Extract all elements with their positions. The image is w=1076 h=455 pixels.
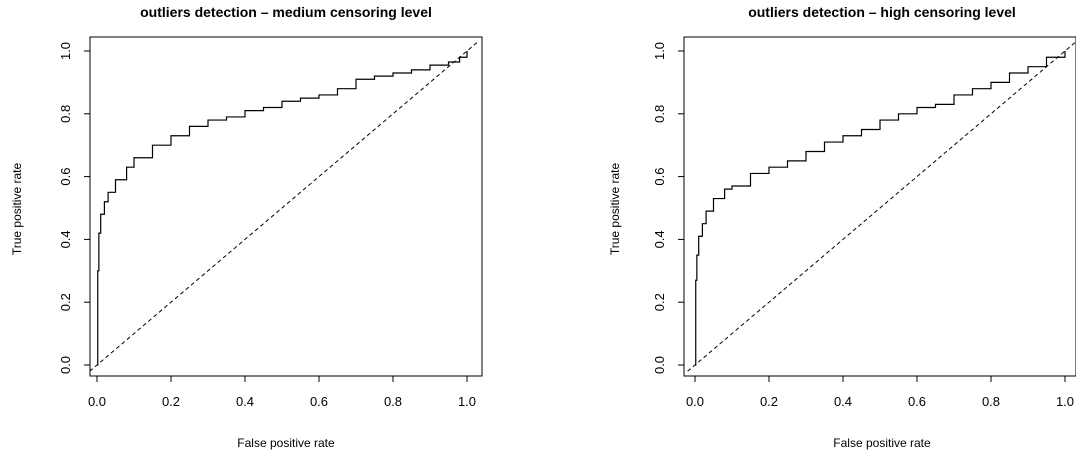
diagonal-reference-line (89, 41, 479, 372)
roc-panel-medium-censoring: outliers detection – medium censoring le… (10, 4, 483, 450)
x-tick-label: 0.2 (760, 394, 778, 409)
plot-marks (89, 41, 479, 372)
roc-curve (695, 51, 1066, 366)
x-tick-label: 0.8 (384, 394, 402, 409)
x-tick-label: 0.0 (686, 394, 704, 409)
y-tick-label: 0.6 (652, 168, 667, 186)
roc-curve (97, 51, 468, 366)
x-tick-label: 0.0 (88, 394, 106, 409)
x-tick-label: 1.0 (1056, 394, 1074, 409)
y-tick-label: 0.6 (58, 168, 73, 186)
y-tick-label: 1.0 (58, 42, 73, 60)
y-tick-label: 0.0 (652, 356, 667, 374)
y-tick-label: 0.8 (652, 105, 667, 123)
y-tick-label: 0.4 (58, 230, 73, 248)
x-tick-label: 0.4 (834, 394, 852, 409)
y-axis-label: True positive rate (608, 163, 622, 256)
x-tick-label: 0.6 (310, 394, 328, 409)
x-axis-label: False positive rate (833, 436, 931, 450)
chart-title: outliers detection – medium censoring le… (140, 4, 432, 20)
plot-box (89, 36, 483, 377)
x-tick-label: 0.8 (982, 394, 1000, 409)
x-axis-label: False positive rate (237, 436, 335, 450)
x-tick-label: 0.4 (236, 394, 254, 409)
chart-title: outliers detection – high censoring leve… (748, 4, 1016, 20)
y-tick-label: 0.8 (58, 105, 73, 123)
plot-box (683, 36, 1076, 377)
axis-ticks: 0.0 0.2 0.4 0.6 0.8 1.0 0.0 0.2 0.4 0.6 0.8 1.0 (652, 42, 1074, 409)
y-tick-label: 0.2 (652, 293, 667, 311)
y-tick-label: 1.0 (652, 42, 667, 60)
x-tick-label: 0.6 (908, 394, 926, 409)
roc-panel-high-censoring: outliers detection – high censoring leve… (608, 4, 1076, 450)
x-tick-label: 1.0 (458, 394, 476, 409)
plot-marks (687, 41, 1076, 372)
y-tick-label: 0.2 (58, 293, 73, 311)
axis-ticks: 0.0 0.2 0.4 0.6 0.8 1.0 0.0 0.2 0.4 0.6 0.8 1.0 (58, 42, 476, 409)
y-axis-label: True positive rate (10, 163, 24, 256)
diagonal-reference-line (687, 41, 1076, 372)
y-tick-label: 0.0 (58, 356, 73, 374)
y-tick-label: 0.4 (652, 230, 667, 248)
x-tick-label: 0.2 (162, 394, 180, 409)
